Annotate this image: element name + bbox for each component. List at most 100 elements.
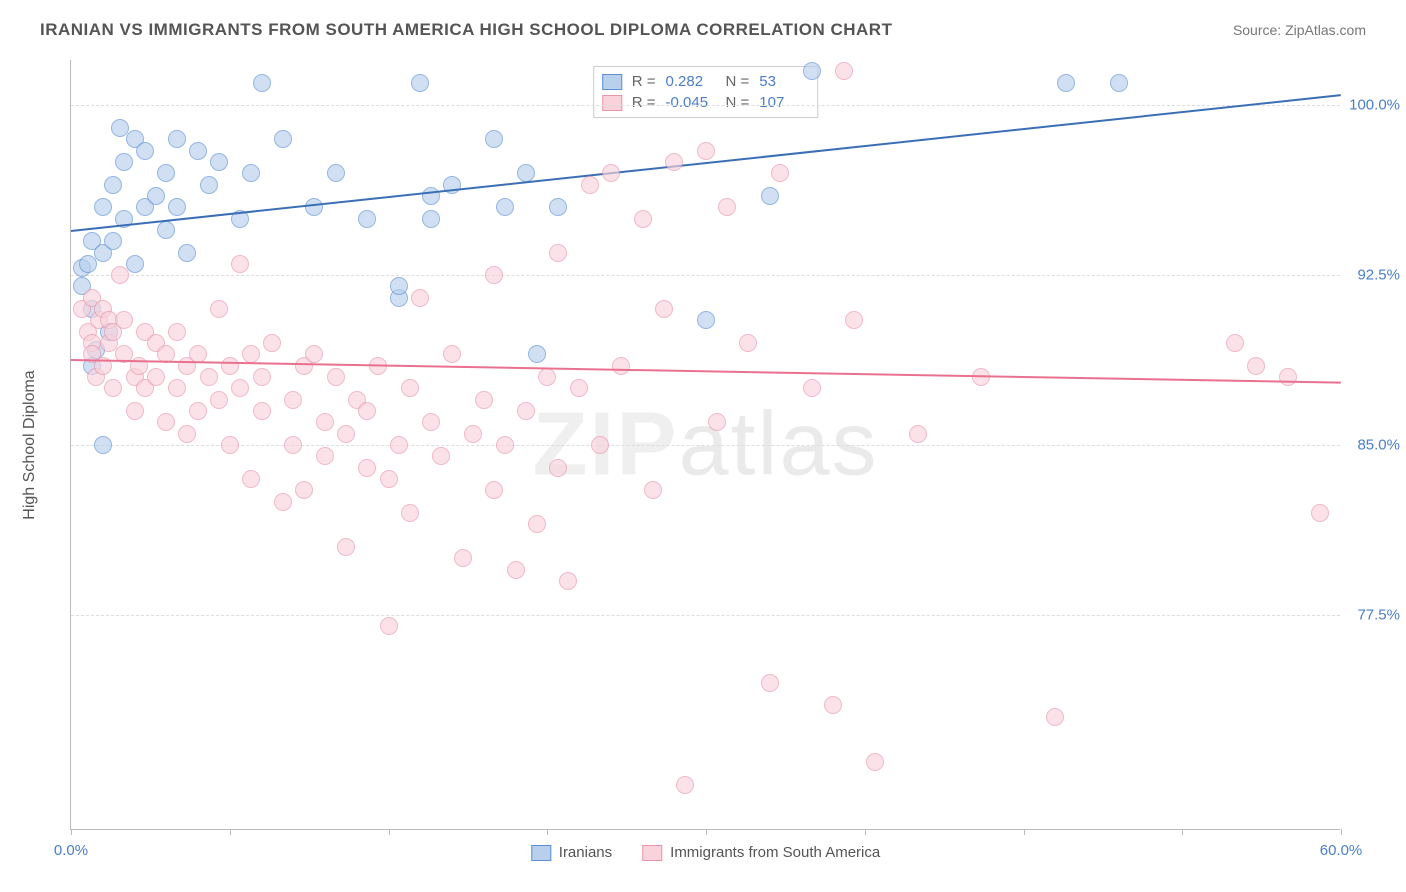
scatter-point [115,311,133,329]
scatter-point [221,436,239,454]
scatter-point [178,244,196,262]
ytick-label: 77.5% [1357,606,1400,623]
scatter-point [718,198,736,216]
xtick-mark [1182,829,1183,835]
scatter-point [401,504,419,522]
scatter-point [210,391,228,409]
scatter-point [111,266,129,284]
ytick-label: 92.5% [1357,267,1400,284]
y-axis-label: High School Diploma [21,370,39,519]
scatter-point [305,198,323,216]
scatter-point [612,357,630,375]
xtick-mark [706,829,707,835]
xtick-mark [389,829,390,835]
xtick-mark [71,829,72,835]
scatter-point [845,311,863,329]
scatter-point [337,538,355,556]
gridline [71,105,1340,106]
scatter-point [305,345,323,363]
scatter-point [1046,708,1064,726]
scatter-point [401,379,419,397]
scatter-point [909,425,927,443]
scatter-point [316,413,334,431]
scatter-point [104,232,122,250]
scatter-point [824,696,842,714]
gridline [71,445,1340,446]
scatter-point [168,130,186,148]
scatter-point [771,164,789,182]
scatter-point [274,493,292,511]
scatter-point [263,334,281,352]
xtick-mark [1024,829,1025,835]
scatter-point [115,153,133,171]
scatter-point [559,572,577,590]
scatter-point [94,198,112,216]
ytick-label: 85.0% [1357,437,1400,454]
ytick-label: 100.0% [1349,97,1400,114]
scatter-point [549,244,567,262]
scatter-point [422,187,440,205]
scatter-point [1279,368,1297,386]
scatter-point [242,470,260,488]
series-legend: Iranians Immigrants from South America [531,844,880,861]
scatter-point [253,368,271,386]
scatter-point [1226,334,1244,352]
scatter-point [200,176,218,194]
correlation-legend: R = 0.282 N = 53 R = -0.045 N = 107 [593,66,819,118]
chart-area: High School Diploma ZIPatlas R = 0.282 N… [70,60,1340,830]
scatter-point [168,198,186,216]
scatter-point [1110,74,1128,92]
scatter-point [866,753,884,771]
legend-row-series-0: R = 0.282 N = 53 [602,71,810,92]
swatch-series-0-bottom [531,845,551,861]
scatter-point [665,153,683,171]
scatter-point [549,459,567,477]
scatter-point [327,164,345,182]
scatter-point [79,255,97,273]
swatch-series-1-bottom [642,845,662,861]
scatter-point [178,425,196,443]
xtick-label: 60.0% [1320,842,1363,859]
scatter-point [390,277,408,295]
scatter-point [517,402,535,420]
scatter-point [284,391,302,409]
scatter-point [157,221,175,239]
scatter-point [358,459,376,477]
scatter-point [253,402,271,420]
scatter-point [157,164,175,182]
legend-item-series-0: Iranians [531,844,612,861]
source-attribution: Source: ZipAtlas.com [1233,22,1366,38]
scatter-point [316,447,334,465]
scatter-point [634,210,652,228]
scatter-point [570,379,588,397]
scatter-point [274,130,292,148]
scatter-point [443,345,461,363]
xtick-mark [1341,829,1342,835]
scatter-point [284,436,302,454]
scatter-point [231,255,249,273]
scatter-plot: ZIPatlas R = 0.282 N = 53 R = -0.045 N =… [70,60,1340,830]
scatter-point [295,481,313,499]
scatter-point [411,289,429,307]
xtick-mark [547,829,548,835]
scatter-point [380,617,398,635]
scatter-point [126,402,144,420]
swatch-series-0 [602,74,622,90]
scatter-point [104,176,122,194]
scatter-point [538,368,556,386]
gridline [71,275,1340,276]
scatter-point [644,481,662,499]
scatter-point [835,62,853,80]
scatter-point [358,210,376,228]
scatter-point [189,402,207,420]
scatter-point [739,334,757,352]
scatter-point [507,561,525,579]
scatter-point [200,368,218,386]
scatter-point [496,436,514,454]
scatter-point [94,436,112,454]
scatter-point [210,153,228,171]
scatter-point [380,470,398,488]
scatter-point [676,776,694,794]
scatter-point [464,425,482,443]
scatter-point [697,311,715,329]
